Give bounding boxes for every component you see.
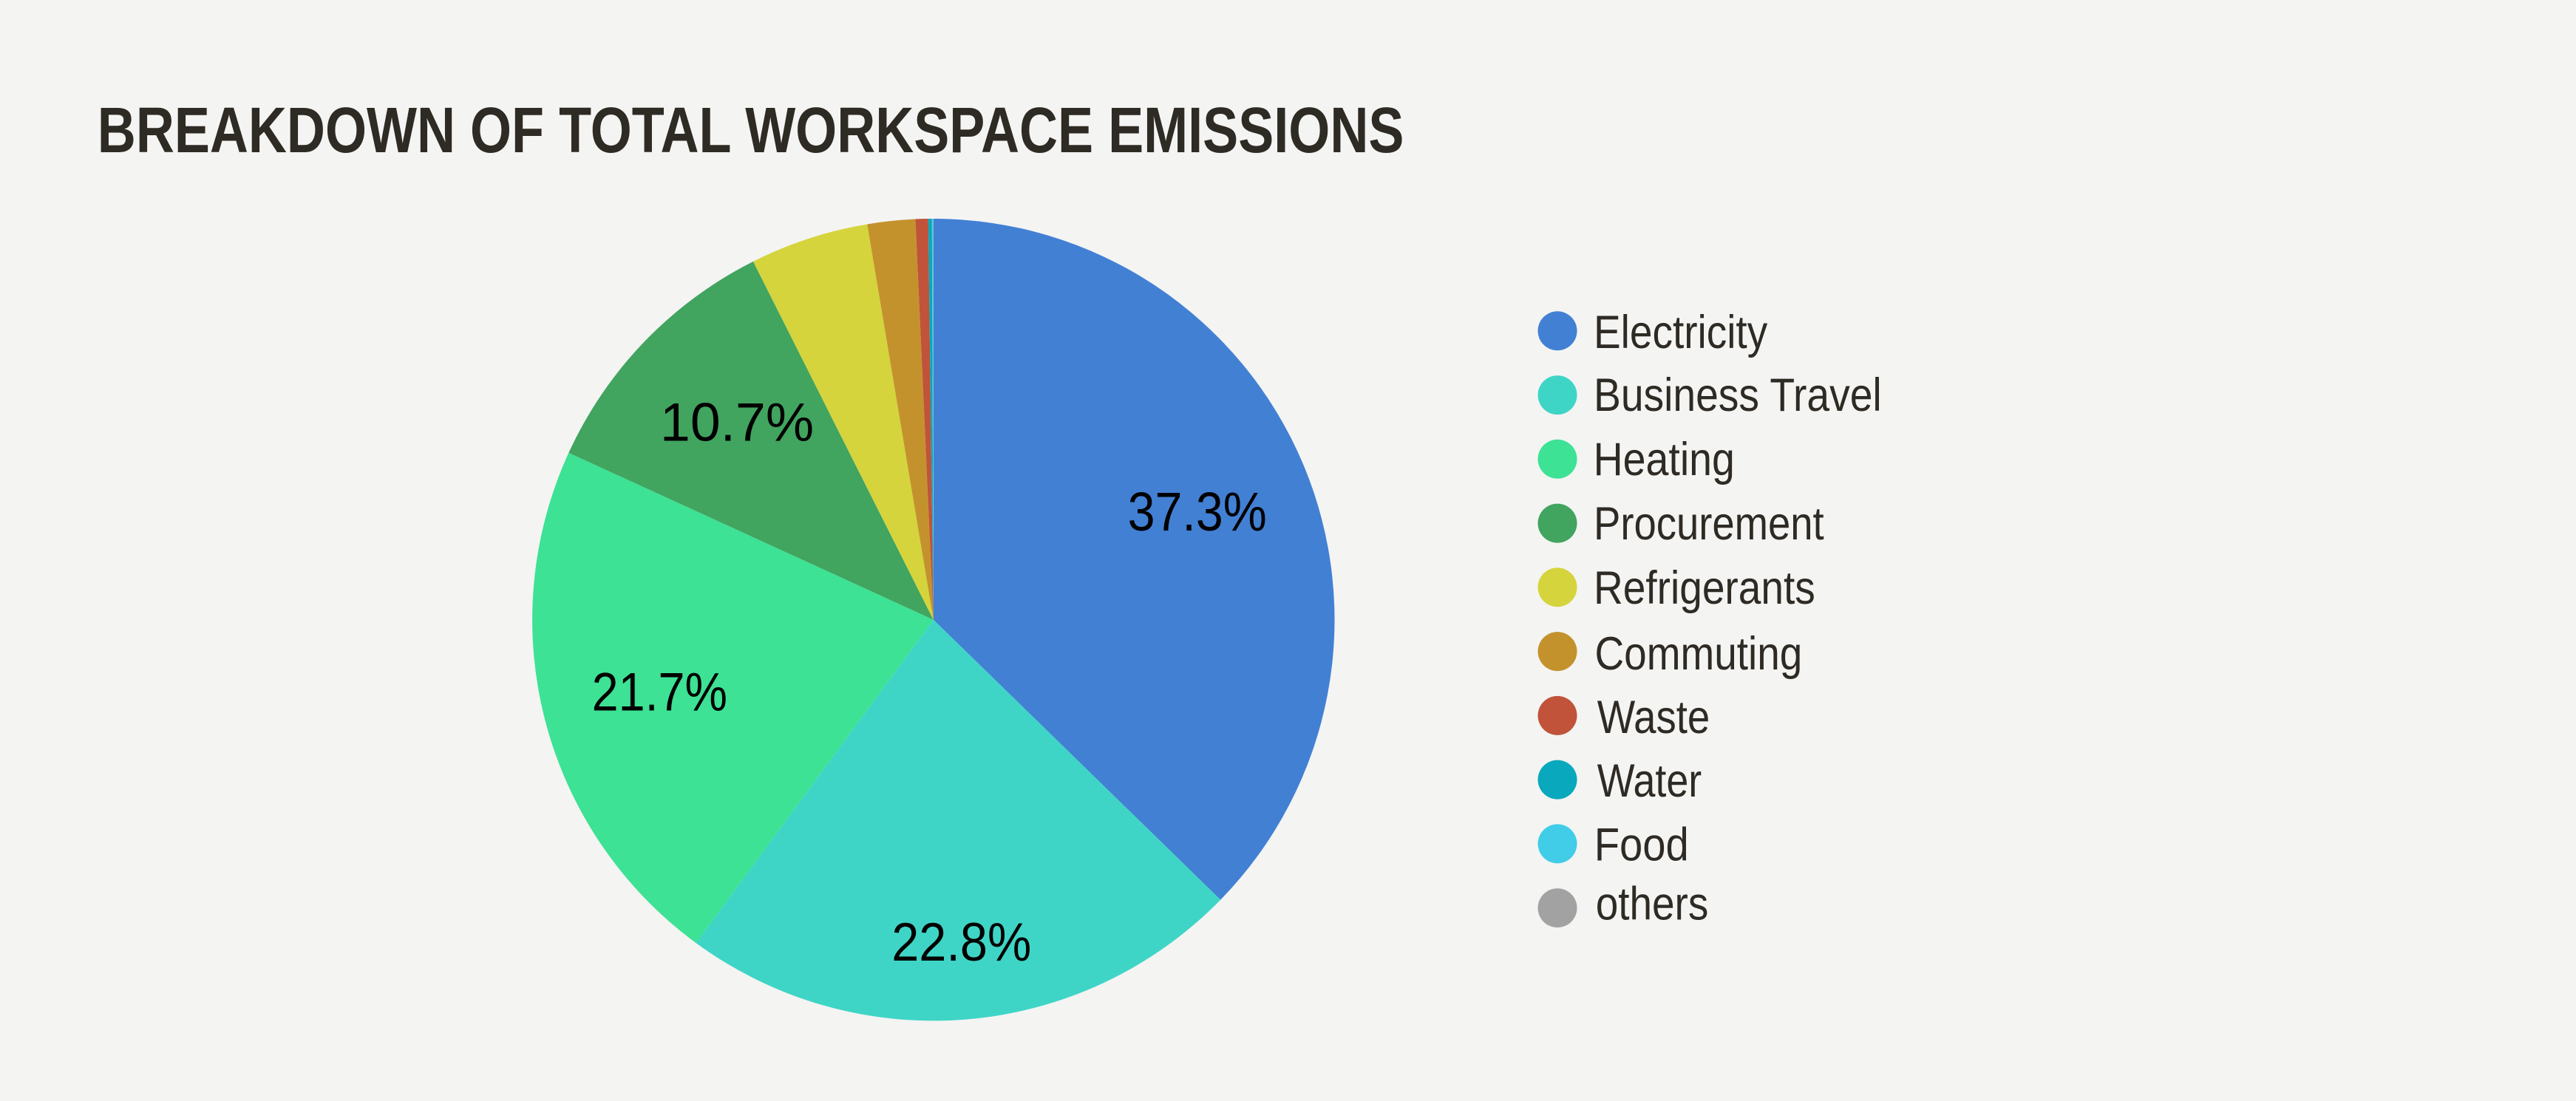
svg-text:37.3%: 37.3% (1128, 481, 1267, 542)
svg-text:21.7%: 21.7% (592, 662, 728, 722)
svg-text:Business Travel: Business Travel (1594, 369, 1882, 421)
svg-text:Refrigerants: Refrigerants (1594, 562, 1815, 614)
svg-text:others: others (1596, 879, 1709, 930)
svg-text:10.7%: 10.7% (660, 392, 814, 452)
svg-text:Water: Water (1597, 755, 1702, 807)
svg-text:Waste: Waste (1597, 692, 1710, 743)
svg-text:Electricity: Electricity (1594, 307, 1768, 358)
svg-text:Food: Food (1594, 819, 1689, 871)
svg-text:22.8%: 22.8% (891, 913, 1031, 972)
svg-text:Procurement: Procurement (1594, 498, 1824, 550)
svg-text:Heating: Heating (1594, 434, 1735, 485)
svg-text:BREAKDOWN OF TOTAL WORKSPACE E: BREAKDOWN OF TOTAL WORKSPACE EMISSIONS (98, 95, 1404, 166)
svg-text:Commuting: Commuting (1595, 628, 1803, 680)
